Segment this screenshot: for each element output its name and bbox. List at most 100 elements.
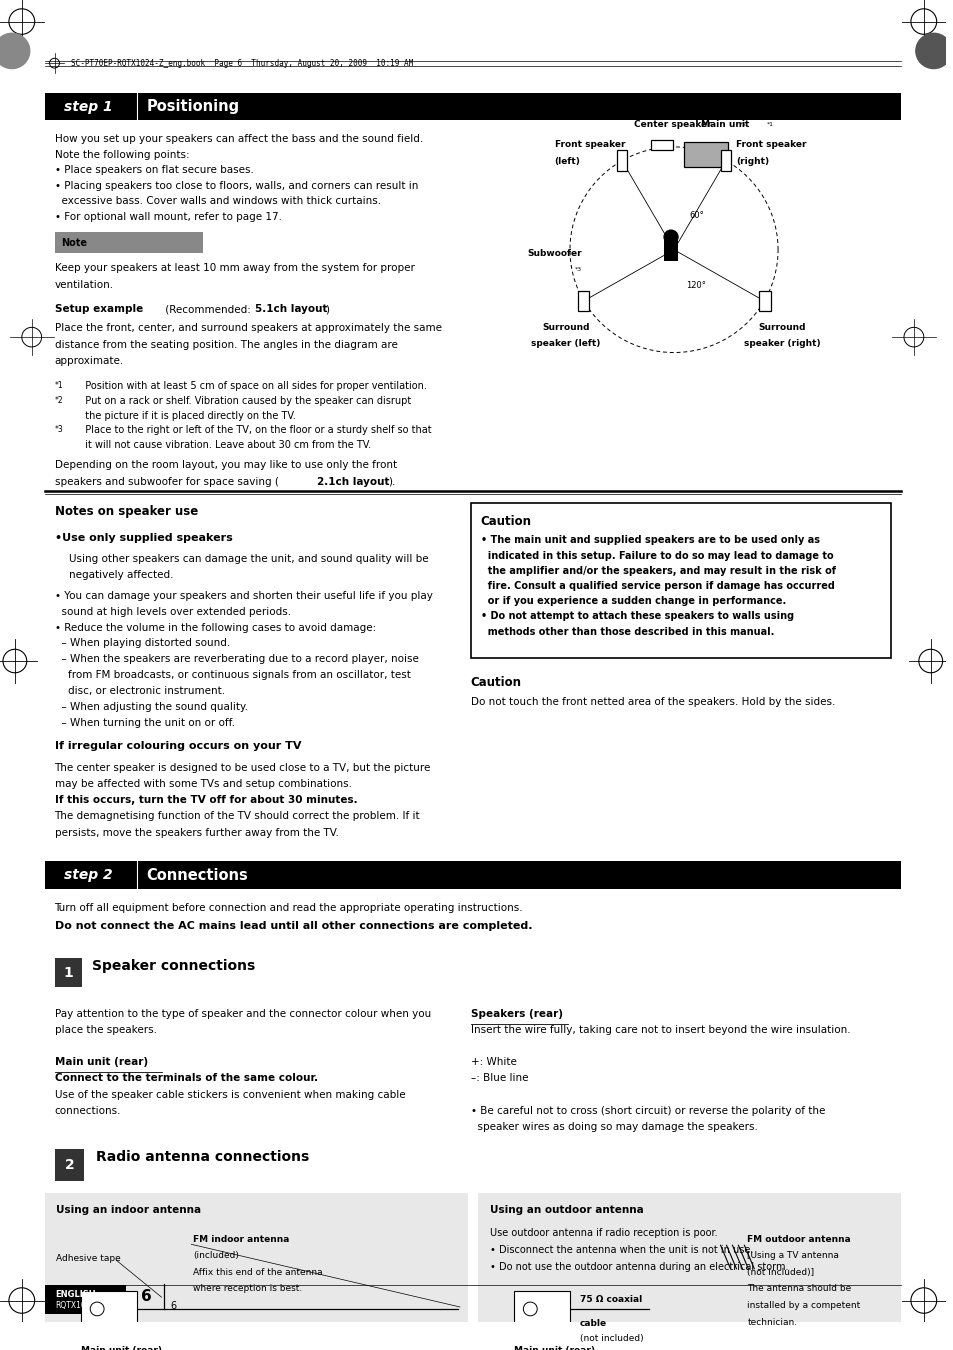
Text: technician.: technician. — [746, 1318, 797, 1327]
Text: +: White: +: White — [471, 1057, 517, 1068]
Text: The center speaker is designed to be used close to a TV, but the picture: The center speaker is designed to be use… — [54, 763, 431, 774]
Bar — [54, 1149, 84, 1181]
Text: SC-PT70EP-RQTX1024-Z_eng.book  Page 6  Thursday, August 20, 2009  10:19 AM: SC-PT70EP-RQTX1024-Z_eng.book Page 6 Thu… — [71, 58, 414, 68]
Text: Speakers (rear): Speakers (rear) — [471, 1008, 562, 1019]
Circle shape — [0, 34, 30, 69]
Text: from FM broadcasts, or continuous signals from an oscillator, test: from FM broadcasts, or continuous signal… — [54, 670, 410, 680]
Text: 120°: 120° — [685, 281, 705, 290]
Text: speaker (right): speaker (right) — [743, 339, 820, 348]
Text: The antenna should be: The antenna should be — [746, 1284, 851, 1293]
Text: • For optional wall mount, refer to page 17.: • For optional wall mount, refer to page… — [54, 212, 281, 221]
Text: • Do not use the outdoor antenna during an electrical storm.: • Do not use the outdoor antenna during … — [489, 1262, 787, 1272]
Text: 6: 6 — [171, 1301, 176, 1311]
Text: Use outdoor antenna if radio reception is poor.: Use outdoor antenna if radio reception i… — [489, 1227, 717, 1238]
Text: Adhesive tape: Adhesive tape — [56, 1254, 121, 1264]
Bar — [617, 150, 626, 171]
Text: *3: *3 — [54, 425, 63, 435]
Text: Place to the right or left of the TV, on the floor or a sturdy shelf so that: Place to the right or left of the TV, on… — [79, 425, 432, 436]
Text: ).: ). — [388, 477, 395, 487]
Text: step 1: step 1 — [65, 100, 113, 113]
Bar — [477, 1193, 900, 1350]
Text: speaker wires as doing so may damage the speakers.: speaker wires as doing so may damage the… — [471, 1122, 757, 1131]
Text: Do not connect the AC mains lead until all other connections are completed.: Do not connect the AC mains lead until a… — [54, 921, 532, 930]
Bar — [720, 150, 730, 171]
Text: Connections: Connections — [147, 868, 248, 883]
Text: Place the front, center, and surround speakers at approximately the same: Place the front, center, and surround sp… — [54, 323, 441, 333]
Text: *1: *1 — [54, 381, 63, 390]
Text: If this occurs, turn the TV off for about 30 minutes.: If this occurs, turn the TV off for abou… — [54, 795, 356, 806]
Text: step 2: step 2 — [65, 868, 113, 882]
Text: may be affected with some TVs and setup combinations.: may be affected with some TVs and setup … — [54, 779, 351, 790]
Text: 5.1ch layout: 5.1ch layout — [254, 304, 327, 315]
Text: – When turning the unit on or off.: – When turning the unit on or off. — [54, 718, 234, 728]
Text: Surround: Surround — [541, 323, 589, 332]
Text: the amplifier and/or the speakers, and may result in the risk of: the amplifier and/or the speakers, and m… — [480, 566, 835, 576]
Text: Front speaker: Front speaker — [735, 140, 805, 148]
Text: Main unit (rear): Main unit (rear) — [514, 1346, 595, 1350]
Text: ENGLISH: ENGLISH — [55, 1289, 96, 1299]
Text: approximate.: approximate. — [54, 356, 124, 366]
Text: 60°: 60° — [688, 212, 703, 220]
Text: Put on a rack or shelf. Vibration caused by the speaker can disrupt: Put on a rack or shelf. Vibration caused… — [79, 396, 411, 405]
Text: Surround: Surround — [758, 323, 805, 332]
Text: (right): (right) — [735, 157, 768, 166]
Text: (not included): (not included) — [579, 1334, 643, 1343]
Text: excessive bass. Cover walls and windows with thick curtains.: excessive bass. Cover walls and windows … — [54, 196, 380, 207]
Bar — [45, 1285, 126, 1314]
Bar — [45, 861, 900, 888]
Text: cable: cable — [579, 1319, 606, 1328]
Text: Position with at least 5 cm of space on all sides for proper ventilation.: Position with at least 5 cm of space on … — [79, 381, 427, 390]
Text: *2: *2 — [54, 396, 63, 405]
Text: 75 Ω coaxial: 75 Ω coaxial — [579, 1295, 641, 1304]
Text: ventilation.: ventilation. — [54, 279, 113, 290]
Text: *2: *2 — [739, 123, 746, 127]
Text: Turn off all equipment before connection and read the appropriate operating inst: Turn off all equipment before connection… — [54, 903, 522, 913]
Text: Using other speakers can damage the unit, and sound quality will be: Using other speakers can damage the unit… — [70, 554, 429, 564]
Text: Caution: Caution — [480, 514, 531, 528]
Text: Front speaker: Front speaker — [554, 140, 624, 148]
Text: persists, move the speakers further away from the TV.: persists, move the speakers further away… — [54, 828, 338, 837]
Text: Affix this end of the antenna: Affix this end of the antenna — [193, 1268, 322, 1277]
Text: (included): (included) — [193, 1251, 239, 1260]
Text: How you set up your speakers can affect the bass and the sound field.: How you set up your speakers can affect … — [54, 134, 422, 144]
Text: Using an indoor antenna: Using an indoor antenna — [56, 1206, 201, 1215]
Text: Radio antenna connections: Radio antenna connections — [96, 1150, 309, 1164]
Text: Subwoofer: Subwoofer — [527, 250, 581, 258]
Text: the picture if it is placed directly on the TV.: the picture if it is placed directly on … — [79, 410, 295, 420]
Bar — [471, 504, 890, 657]
Text: – When the speakers are reverberating due to a record player, noise: – When the speakers are reverberating du… — [54, 655, 418, 664]
Text: Main unit (rear): Main unit (rear) — [54, 1057, 148, 1068]
Text: or if you experience a sudden change in performance.: or if you experience a sudden change in … — [480, 597, 785, 606]
Text: •Use only supplied speakers: •Use only supplied speakers — [54, 532, 232, 543]
Text: 2.1ch layout: 2.1ch layout — [316, 477, 389, 487]
Text: 6: 6 — [141, 1289, 152, 1304]
Text: connections.: connections. — [54, 1106, 121, 1115]
Text: • The main unit and supplied speakers are to be used only as: • The main unit and supplied speakers ar… — [480, 536, 819, 545]
Circle shape — [915, 34, 950, 69]
Text: Note the following points:: Note the following points: — [54, 150, 189, 159]
Text: Setup example: Setup example — [54, 304, 143, 315]
Text: • Place speakers on flat secure bases.: • Place speakers on flat secure bases. — [54, 165, 253, 176]
Text: methods other than those described in this manual.: methods other than those described in th… — [480, 626, 773, 637]
Bar — [663, 236, 678, 262]
Text: RQTX1024: RQTX1024 — [55, 1301, 96, 1311]
Text: negatively affected.: negatively affected. — [70, 570, 173, 580]
Bar — [54, 232, 203, 254]
Text: 2: 2 — [65, 1158, 74, 1172]
Text: –: Blue line: –: Blue line — [471, 1073, 528, 1084]
Text: Insert the wire fully, taking care not to insert beyond the wire insulation.: Insert the wire fully, taking care not t… — [471, 1025, 849, 1035]
Text: [Using a TV antenna: [Using a TV antenna — [746, 1251, 839, 1260]
Text: Positioning: Positioning — [147, 100, 239, 115]
Text: (not included)]: (not included)] — [746, 1268, 814, 1277]
Text: FM indoor antenna: FM indoor antenna — [193, 1234, 290, 1243]
Circle shape — [663, 230, 678, 244]
Text: indicated in this setup. Failure to do so may lead to damage to: indicated in this setup. Failure to do s… — [480, 551, 833, 560]
Text: (Recommended:: (Recommended: — [161, 304, 253, 315]
Text: distance from the seating position. The angles in the diagram are: distance from the seating position. The … — [54, 340, 397, 350]
Text: • Do not attempt to attach these speakers to walls using: • Do not attempt to attach these speaker… — [480, 612, 793, 621]
Bar — [651, 140, 672, 150]
Text: – When adjusting the sound quality.: – When adjusting the sound quality. — [54, 702, 247, 711]
Text: Depending on the room layout, you may like to use only the front: Depending on the room layout, you may li… — [54, 460, 396, 470]
Bar — [683, 142, 727, 167]
Text: Connect to the terminals of the same colour.: Connect to the terminals of the same col… — [54, 1073, 317, 1084]
